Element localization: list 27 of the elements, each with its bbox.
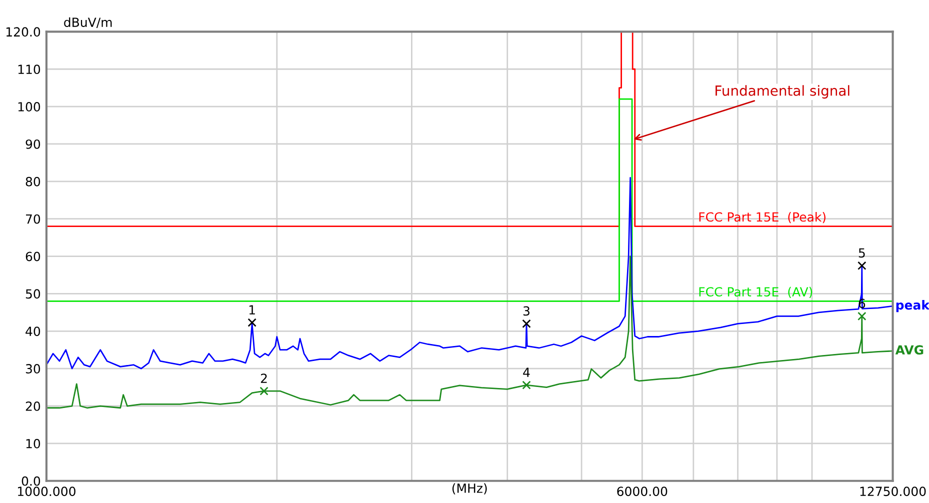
y-tick-label: 20: [26, 401, 40, 411]
series-label: AVG: [895, 345, 924, 355]
y-tick-label: 80: [26, 176, 40, 186]
x-tick-label: 6000.00: [617, 486, 668, 496]
y-axis-title: dBuV/m: [64, 17, 112, 28]
annotation: 4: [523, 368, 530, 377]
x-tick-label: 1000.000: [18, 486, 76, 496]
y-tick-label: 0.0: [22, 476, 40, 486]
y-tick-label: 60: [26, 252, 40, 262]
series-label: FCC Part 15E (Peak): [699, 212, 826, 224]
y-tick-label: 120.0: [6, 27, 40, 37]
y-tick-label: 100: [18, 102, 40, 112]
annotation: Fundamental signal: [716, 85, 850, 99]
y-tick-label: 70: [26, 214, 40, 224]
annotation: 5: [858, 248, 865, 258]
y-tick-label: 50: [26, 289, 40, 299]
y-tick-label: 10: [26, 438, 40, 448]
y-tick-label: 110: [18, 64, 40, 74]
x-tick-label: 12750.000: [860, 486, 926, 496]
x-axis-title: (MHz): [452, 483, 487, 494]
annotation: 2: [260, 374, 267, 383]
annotation: 1: [249, 305, 255, 314]
series-label: FCC Part 15E (AV): [699, 286, 812, 298]
annotation: 3: [523, 306, 530, 316]
y-tick-label: 40: [26, 326, 40, 336]
y-tick-label: 90: [26, 139, 40, 149]
y-tick-label: 30: [26, 364, 40, 374]
